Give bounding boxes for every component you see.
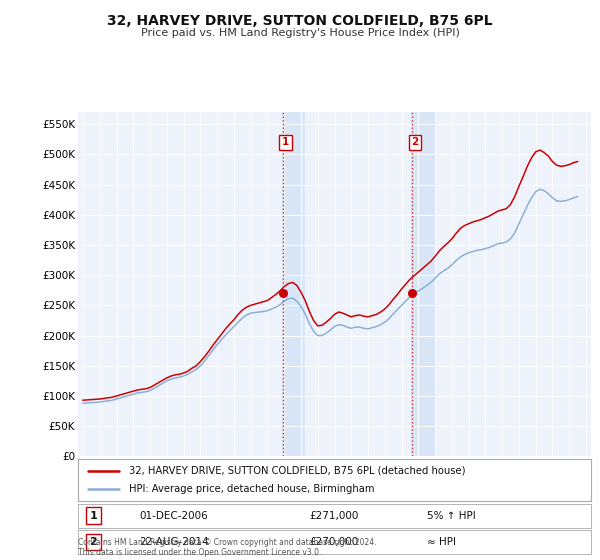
- Text: 32, HARVEY DRIVE, SUTTON COLDFIELD, B75 6PL (detached house): 32, HARVEY DRIVE, SUTTON COLDFIELD, B75 …: [130, 466, 466, 476]
- Text: Contains HM Land Registry data © Crown copyright and database right 2024.
This d: Contains HM Land Registry data © Crown c…: [78, 538, 377, 557]
- Text: 01-DEC-2006: 01-DEC-2006: [140, 511, 208, 521]
- Text: £271,000: £271,000: [309, 511, 358, 521]
- Bar: [282, 112, 305, 456]
- Text: 32, HARVEY DRIVE, SUTTON COLDFIELD, B75 6PL: 32, HARVEY DRIVE, SUTTON COLDFIELD, B75 …: [107, 14, 493, 28]
- Bar: [412, 112, 435, 456]
- Text: 5% ↑ HPI: 5% ↑ HPI: [427, 511, 476, 521]
- Text: £270,000: £270,000: [309, 537, 358, 547]
- Text: 22-AUG-2014: 22-AUG-2014: [140, 537, 209, 547]
- Text: 2: 2: [89, 537, 97, 547]
- Text: HPI: Average price, detached house, Birmingham: HPI: Average price, detached house, Birm…: [130, 484, 375, 494]
- Text: 1: 1: [89, 511, 97, 521]
- Text: 1: 1: [282, 137, 289, 147]
- Text: 2: 2: [411, 137, 418, 147]
- Text: ≈ HPI: ≈ HPI: [427, 537, 456, 547]
- Text: Price paid vs. HM Land Registry's House Price Index (HPI): Price paid vs. HM Land Registry's House …: [140, 28, 460, 38]
